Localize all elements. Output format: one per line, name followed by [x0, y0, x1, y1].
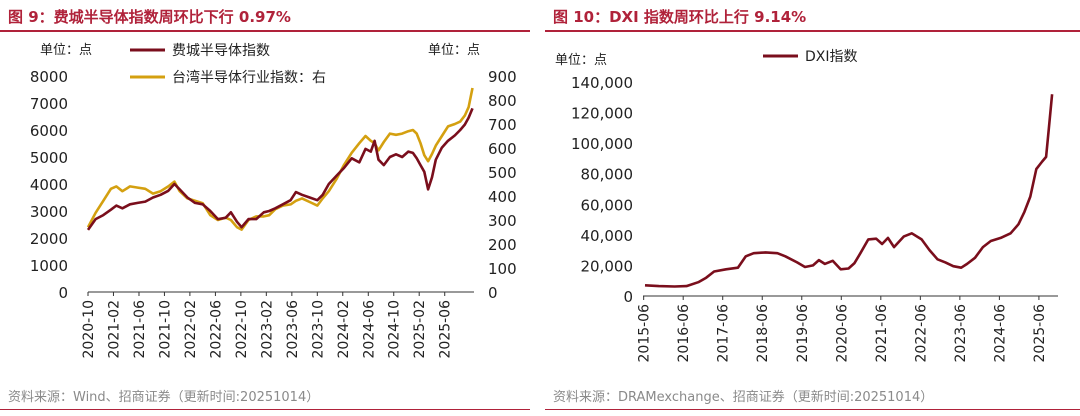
right-y-tick-label: 600	[488, 140, 517, 158]
right-y-tick-label: 100	[488, 260, 517, 278]
dxi-y-tick-label: 100,000	[571, 135, 633, 153]
x-tick-label: 2025-02	[412, 300, 428, 359]
left-y-tick-label: 2000	[30, 230, 68, 248]
right-y-tick-label: 300	[488, 212, 517, 230]
x-tick-label: 2024-02	[336, 300, 352, 359]
dxi-x-tick-label: 2017-06	[716, 304, 732, 363]
left-bottom-rule	[0, 409, 530, 410]
left-unit-label: 单位：点	[40, 43, 92, 58]
right-legend: DXI指数	[763, 49, 858, 65]
dxi-unit-label: 单位：点	[555, 53, 607, 68]
legend-label-taiwan: 台湾半导体行业指数：右	[172, 69, 326, 86]
legend-label-dxi: DXI指数	[805, 49, 858, 65]
dxi-x-tick-label: 2015-06	[637, 304, 653, 363]
left-chart-title: 图 9：费城半导体指数周环比下行 0.97%	[8, 8, 291, 26]
dxi-x-tick-label: 2023-06	[953, 304, 969, 363]
dxi-x-tick-label: 2019-06	[795, 304, 811, 363]
right-chart-title: 图 10：DXI 指数周环比上行 9.14%	[553, 8, 807, 26]
dxi-y-tick-label: 40,000	[581, 227, 634, 245]
left-y-tick-label: 3000	[30, 203, 68, 221]
dxi-x-tick-label: 2025-06	[1032, 304, 1048, 363]
sox-index-line	[86, 107, 474, 231]
dxi-y-tick-label: 60,000	[581, 196, 634, 214]
x-tick-label: 2021-10	[157, 300, 173, 359]
dxi-index-line	[644, 94, 1054, 288]
right-source-note: 资料来源：DRAMexchange、招商证券（更新时间:20251014）	[553, 390, 934, 405]
left-chart-svg: 单位：点 单位：点 费城半导体指数 台湾半导体行业指数：右 0100020003…	[30, 43, 517, 359]
dxi-y-tick-label: 120,000	[571, 105, 633, 123]
x-tick-label: 2020-10	[81, 300, 97, 359]
legend-label-sox: 费城半导体指数	[172, 43, 270, 59]
dxi-x-tick-label: 2020-06	[834, 304, 850, 363]
x-tick-label: 2023-10	[310, 300, 326, 359]
right-chart-panel: 图 10：DXI 指数周环比上行 9.14% 单位：点 DXI指数 0 20,00…	[545, 0, 1080, 416]
dxi-y-tick-label: 80,000	[581, 166, 634, 184]
left-y-tick-label: 7000	[30, 95, 68, 113]
x-tick-label: 2023-06	[285, 300, 301, 359]
right-y-tick-label: 400	[488, 188, 517, 206]
dxi-x-tick-label: 2016-06	[676, 304, 692, 363]
right-y-tick-label: 700	[488, 116, 517, 134]
dxi-x-tick-label: 2024-06	[992, 304, 1008, 363]
left-y-tick-label: 1000	[30, 257, 68, 275]
right-title-rule	[545, 30, 1080, 32]
right-y-tick-label: 900	[488, 68, 517, 86]
right-y-tick-label: 200	[488, 236, 517, 254]
dxi-x-tick-label: 2021-06	[874, 304, 890, 363]
left-y-tick-label: 0	[58, 284, 68, 302]
right-bottom-rule	[545, 409, 1080, 410]
left-y-tick-label: 4000	[30, 176, 68, 194]
x-tick-label: 2024-10	[387, 300, 403, 359]
dxi-x-tick-label: 2022-06	[913, 304, 929, 363]
left-chart-panel: 图 9：费城半导体指数周环比下行 0.97% 单位：点 单位：点 费城半导体指数…	[0, 0, 530, 416]
taiwan-semi-index-line	[86, 87, 474, 231]
right-y-tick-label: 800	[488, 92, 517, 110]
right-unit-label: 单位：点	[428, 43, 480, 58]
x-tick-label: 2021-02	[106, 300, 122, 359]
left-source-note: 资料来源：Wind、招商证券（更新时间:20251014）	[8, 390, 320, 405]
dxi-y-tick-label: 0	[623, 288, 633, 306]
right-y-tick-label: 500	[488, 164, 517, 182]
x-tick-label: 2024-06	[361, 300, 377, 359]
x-tick-label: 2025-06	[438, 300, 454, 359]
right-chart-svg: 单位：点 DXI指数 0 20,000 40,000 60,000 80,000 100,…	[555, 49, 1058, 363]
dxi-y-tick-label: 140,000	[571, 74, 633, 92]
left-legend: 费城半导体指数 台湾半导体行业指数：右	[130, 43, 326, 86]
dxi-y-tick-label: 20,000	[581, 257, 634, 275]
left-y-tick-label: 5000	[30, 149, 68, 167]
dxi-x-tick-label: 2018-06	[755, 304, 771, 363]
left-title-rule	[0, 30, 530, 32]
x-tick-label: 2022-10	[234, 300, 250, 359]
left-y-tick-label: 8000	[30, 68, 68, 86]
right-y-tick-label: 0	[488, 284, 498, 302]
left-y-tick-label: 6000	[30, 122, 68, 140]
x-tick-label: 2021-06	[132, 300, 148, 359]
x-tick-label: 2023-02	[259, 300, 275, 359]
x-tick-label: 2022-02	[183, 300, 199, 359]
x-tick-label: 2022-06	[208, 300, 224, 359]
